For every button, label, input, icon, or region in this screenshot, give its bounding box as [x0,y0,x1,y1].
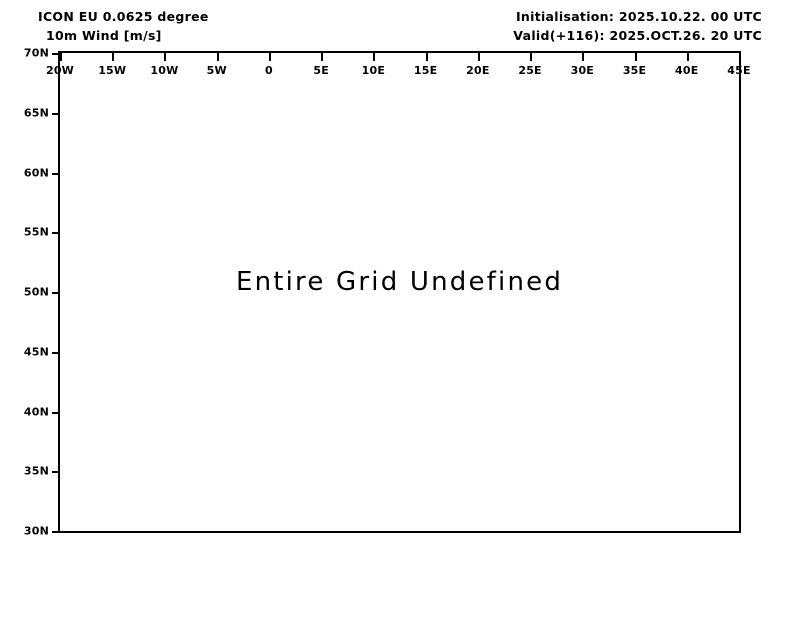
longitude-tick-mark [582,53,585,61]
latitude-tick-mark [52,411,60,414]
grid-undefined-message: Entire Grid Undefined [235,267,564,297]
valid-time: Valid(+116): 2025.OCT.26. 20 UTC [513,28,762,43]
longitude-tick-label: 5W [206,64,227,77]
longitude-tick-label: 30E [570,64,595,77]
longitude-tick-mark [634,53,637,61]
longitude-tick-label: 5E [313,64,329,77]
latitude-tick-label: 55N [23,225,49,239]
longitude-tick-label: 10W [150,64,179,77]
longitude-tick-mark [321,53,324,61]
longitude-tick-mark [112,53,115,61]
latitude-tick-mark [52,232,60,235]
latitude-tick-label: 70N [23,46,49,60]
longitude-tick-label: 20E [466,64,490,77]
chart-header-left: ICON EU 0.0625 degree 10m Wind [m/s] [38,7,209,45]
longitude-tick-label: 35E [622,64,647,77]
initialisation-time: Initialisation: 2025.10.22. 00 UTC [515,9,762,24]
latitude-tick-label: 65N [23,106,49,120]
chart-header-right: Initialisation: 2025.10.22. 00 UTC Valid… [513,7,762,45]
latitude-tick-label: 45N [23,345,49,359]
longitude-tick-label: 15W [98,64,127,77]
latitude-tick-label: 30N [23,524,49,538]
longitude-tick-label: 10E [361,64,386,77]
longitude-tick-mark [739,53,741,61]
longitude-tick-mark [216,53,219,61]
longitude-tick-mark [164,53,167,61]
longitude-tick-label: 45E [727,64,751,77]
longitude-tick-label: 20W [45,64,75,77]
latitude-tick-mark [52,531,60,533]
latitude-tick-label: 50N [23,285,49,299]
longitude-tick-label: 25E [518,64,542,77]
longitude-tick-mark [686,53,689,61]
latitude-tick-label: 35N [23,464,49,478]
longitude-tick-label: 40E [675,64,699,77]
longitude-tick-mark [268,53,271,61]
latitude-tick-mark [52,292,60,294]
map-plot-area: Entire Grid Undefined 30N 35N 40N 45N 50N 55N… [24,47,751,538]
latitude-tick-label: 40N [23,405,49,418]
longitude-tick-mark [530,53,533,61]
latitude-tick-mark [52,471,60,474]
variable-title: 10m Wind [m/s] [46,28,162,43]
longitude-tick-mark [60,53,62,61]
latitude-tick-mark [52,112,60,115]
longitude-tick-label: 15E [413,64,438,77]
latitude-tick-mark [52,172,60,175]
longitude-tick-mark [425,53,428,61]
latitude-tick-mark [52,53,60,55]
longitude-tick-mark [477,53,480,61]
longitude-tick-mark [373,53,376,61]
latitude-tick-mark [52,351,60,354]
model-title: ICON EU 0.0625 degree [38,9,209,24]
longitude-tick-label: 0 [264,64,273,77]
latitude-tick-label: 60N [23,166,49,179]
